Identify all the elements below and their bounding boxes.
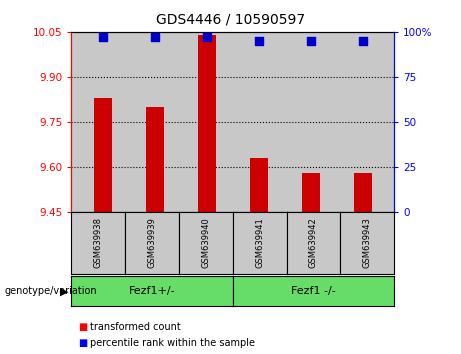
Bar [198,35,216,212]
Text: GSM639943: GSM639943 [363,217,372,268]
Point [359,38,366,44]
Text: GSM639941: GSM639941 [255,217,264,268]
Text: ■: ■ [78,322,88,332]
Point [255,38,262,44]
Text: GSM639940: GSM639940 [201,217,210,268]
Text: ■: ■ [78,338,88,348]
Text: GDS4446 / 10590597: GDS4446 / 10590597 [156,12,305,27]
Bar [94,98,112,212]
Point [307,38,314,44]
Bar [146,107,164,212]
Bar [250,158,268,212]
Text: percentile rank within the sample: percentile rank within the sample [90,338,255,348]
Point [151,34,159,40]
Point [99,34,106,40]
Bar [354,173,372,212]
Text: Fezf1 -/-: Fezf1 -/- [291,286,336,296]
Point [203,34,211,40]
Text: ▶: ▶ [60,286,68,296]
Text: GSM639939: GSM639939 [148,217,157,268]
Text: Fezf1+/-: Fezf1+/- [129,286,176,296]
Text: genotype/variation: genotype/variation [5,286,97,296]
Text: GSM639942: GSM639942 [309,217,318,268]
Text: GSM639938: GSM639938 [94,217,103,268]
Bar [302,173,320,212]
Text: transformed count: transformed count [90,322,181,332]
